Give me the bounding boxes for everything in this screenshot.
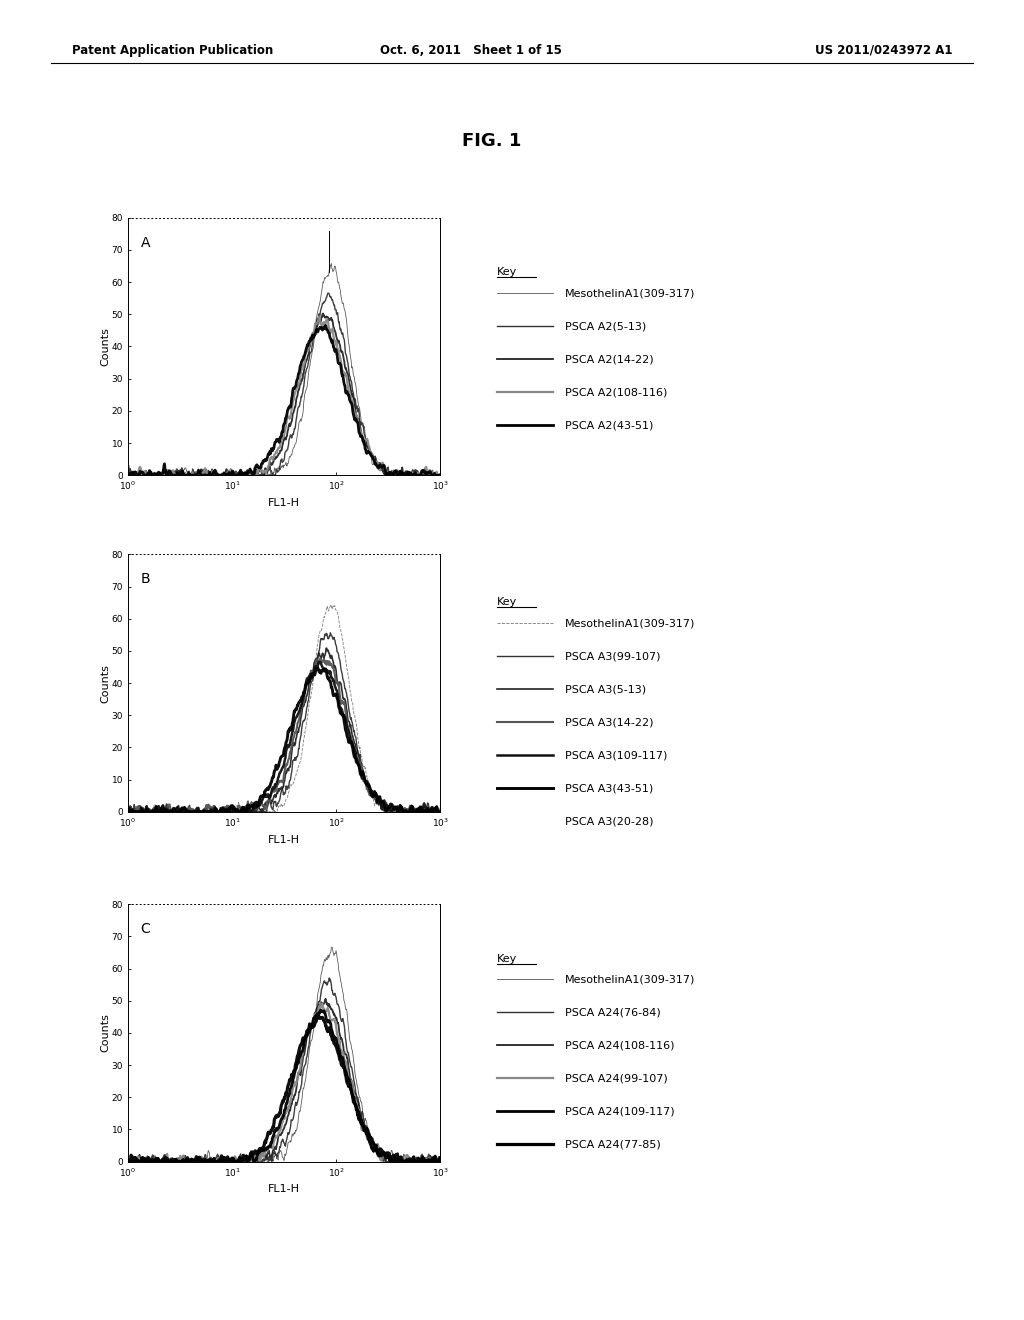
X-axis label: FL1-H: FL1-H [268, 1184, 300, 1195]
Text: MesothelinA1(309-317): MesothelinA1(309-317) [565, 618, 695, 628]
Text: PSCA A24(77-85): PSCA A24(77-85) [565, 1139, 662, 1150]
Text: B: B [140, 573, 151, 586]
Text: PSCA A24(76-84): PSCA A24(76-84) [565, 1007, 662, 1018]
Text: FIG. 1: FIG. 1 [462, 132, 521, 150]
Text: Key: Key [497, 953, 517, 964]
Text: Patent Application Publication: Patent Application Publication [72, 44, 273, 57]
Text: PSCA A3(14-22): PSCA A3(14-22) [565, 717, 653, 727]
Text: PSCA A2(43-51): PSCA A2(43-51) [565, 420, 653, 430]
Text: PSCA A3(43-51): PSCA A3(43-51) [565, 783, 653, 793]
Text: PSCA A3(99-107): PSCA A3(99-107) [565, 651, 660, 661]
Y-axis label: Counts: Counts [100, 1014, 111, 1052]
Text: A: A [140, 236, 150, 249]
X-axis label: FL1-H: FL1-H [268, 834, 300, 845]
Text: Oct. 6, 2011   Sheet 1 of 15: Oct. 6, 2011 Sheet 1 of 15 [380, 44, 562, 57]
Text: PSCA A24(108-116): PSCA A24(108-116) [565, 1040, 675, 1051]
Text: PSCA A24(99-107): PSCA A24(99-107) [565, 1073, 668, 1084]
Text: PSCA A3(109-117): PSCA A3(109-117) [565, 750, 668, 760]
Y-axis label: Counts: Counts [100, 327, 111, 366]
Text: C: C [140, 923, 151, 936]
Text: Key: Key [497, 267, 517, 277]
X-axis label: FL1-H: FL1-H [268, 498, 300, 508]
Text: US 2011/0243972 A1: US 2011/0243972 A1 [815, 44, 952, 57]
Text: PSCA A3(20-28): PSCA A3(20-28) [565, 816, 653, 826]
Text: PSCA A2(5-13): PSCA A2(5-13) [565, 321, 646, 331]
Text: PSCA A24(109-117): PSCA A24(109-117) [565, 1106, 675, 1117]
Text: Key: Key [497, 597, 517, 607]
Text: PSCA A2(14-22): PSCA A2(14-22) [565, 354, 654, 364]
Text: MesothelinA1(309-317): MesothelinA1(309-317) [565, 974, 695, 985]
Text: MesothelinA1(309-317): MesothelinA1(309-317) [565, 288, 695, 298]
Y-axis label: Counts: Counts [100, 664, 111, 702]
Text: PSCA A2(108-116): PSCA A2(108-116) [565, 387, 668, 397]
Text: PSCA A3(5-13): PSCA A3(5-13) [565, 684, 646, 694]
